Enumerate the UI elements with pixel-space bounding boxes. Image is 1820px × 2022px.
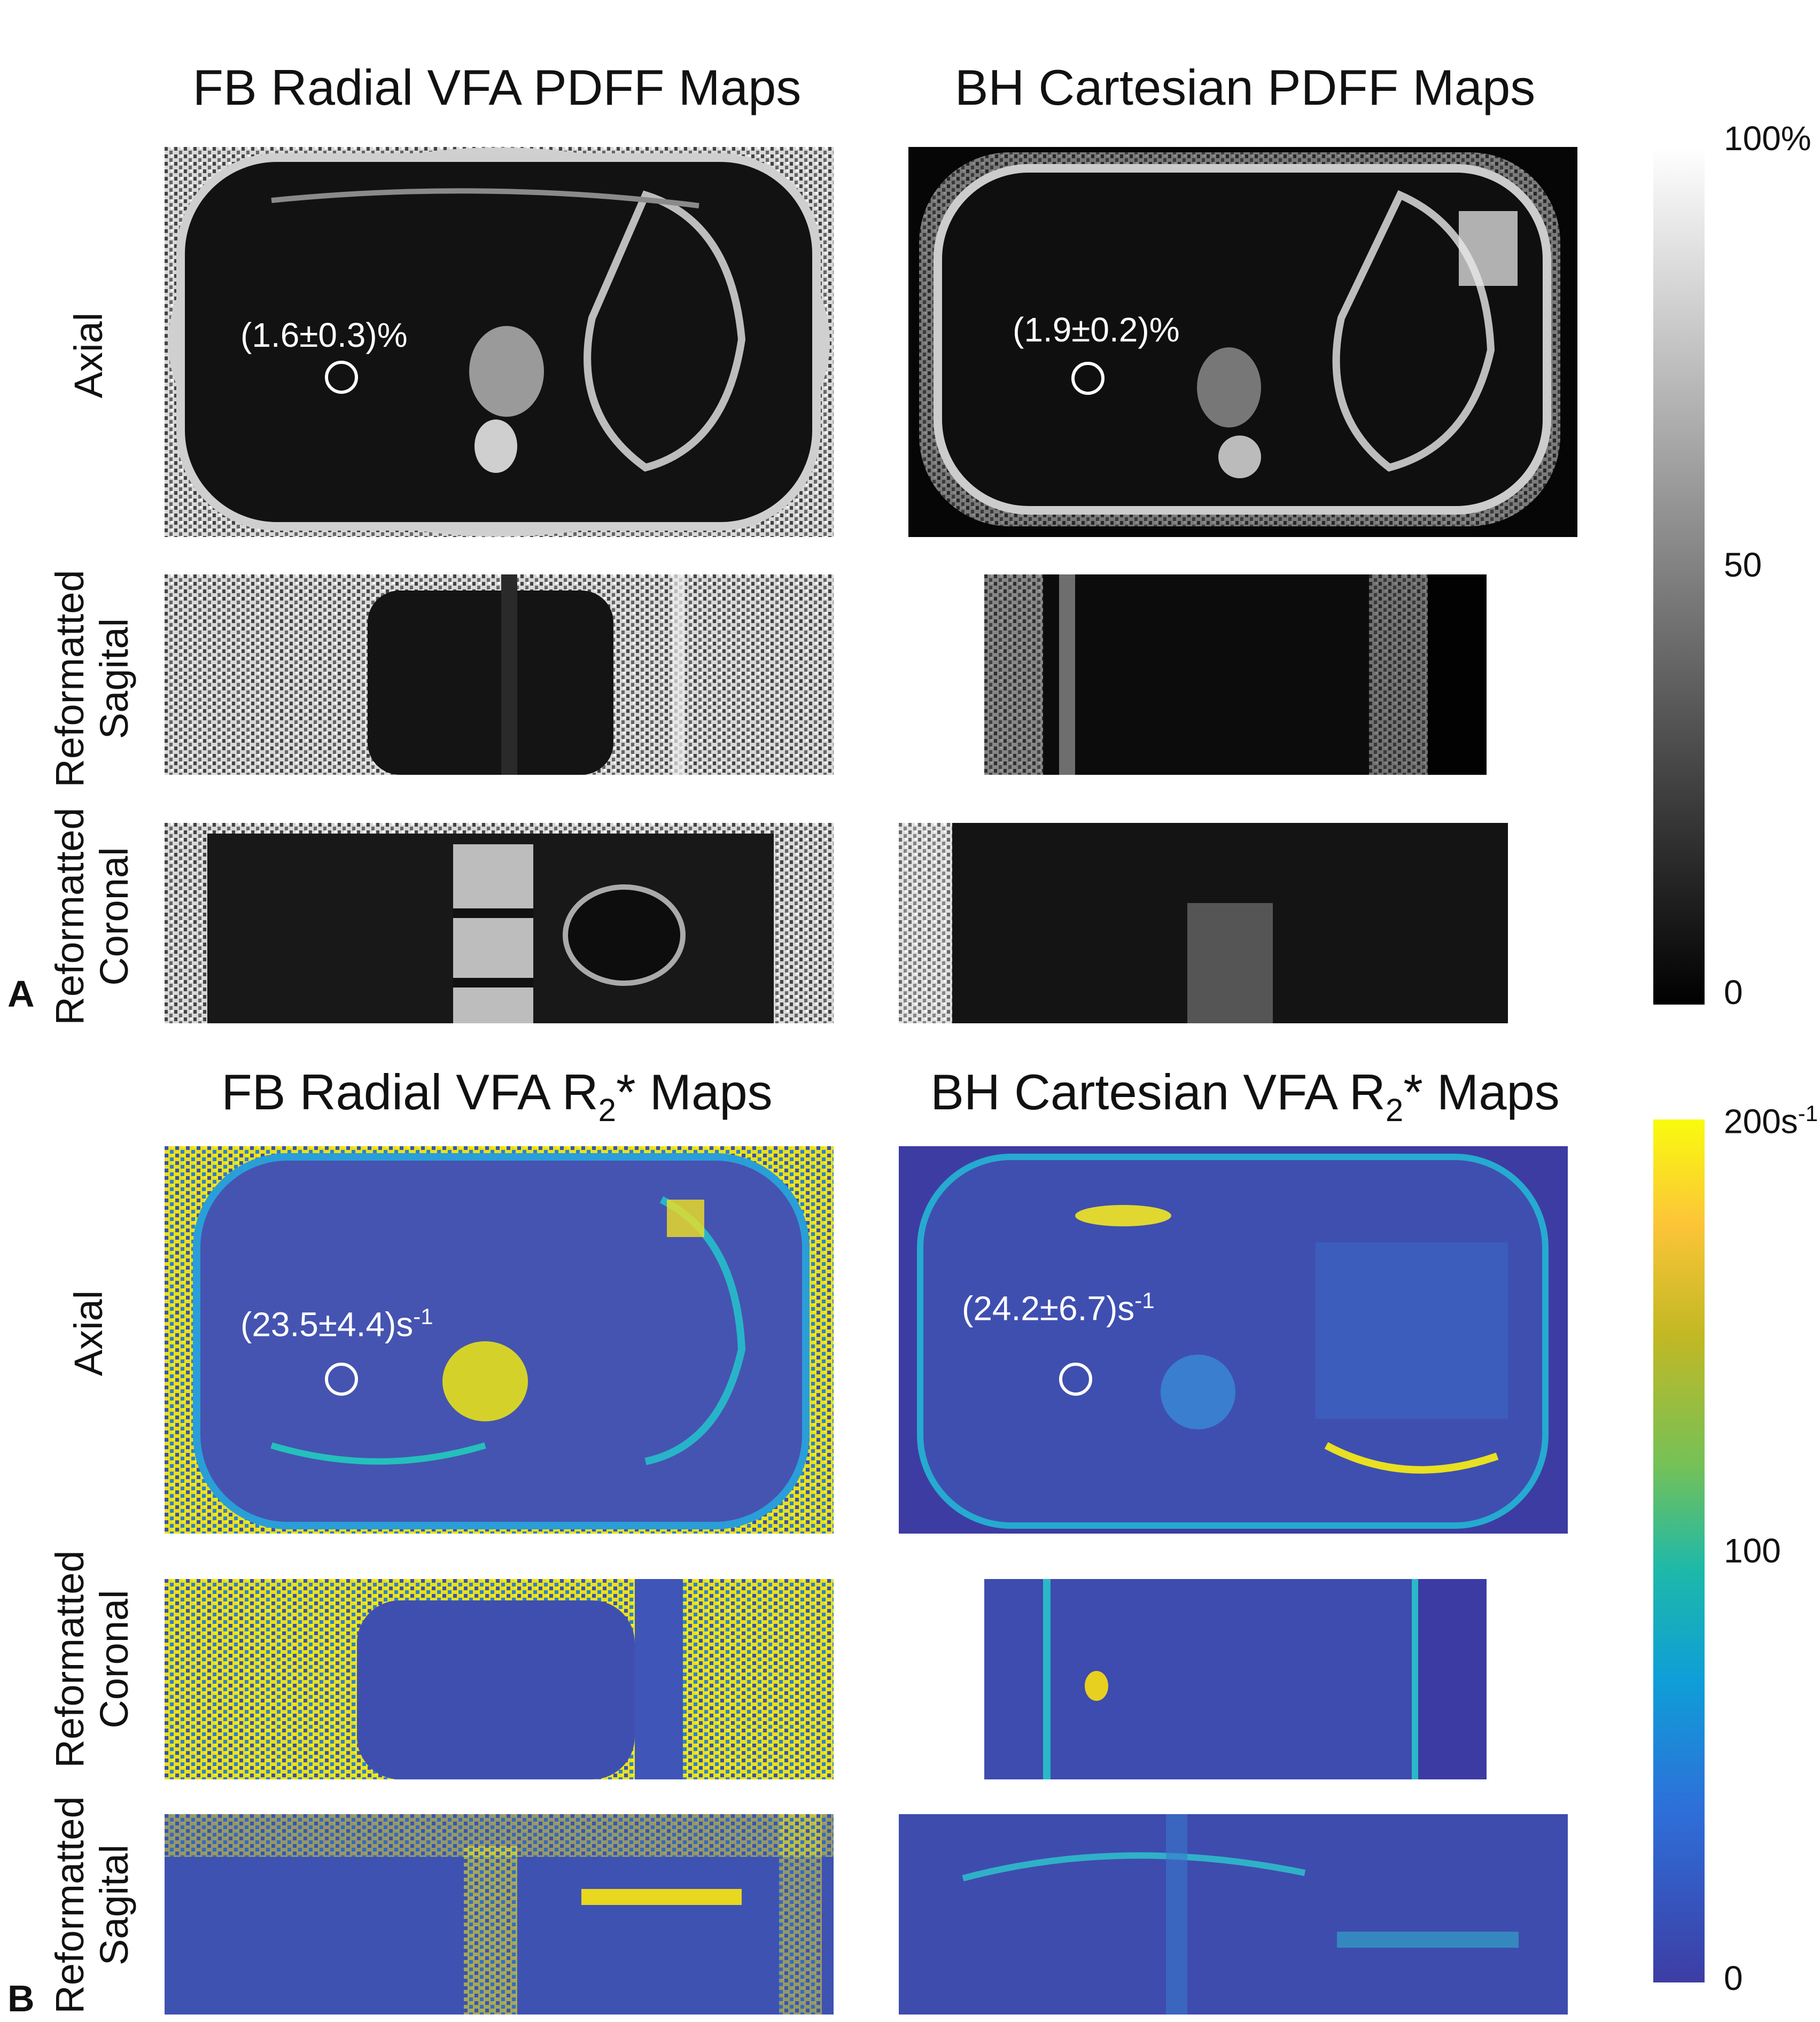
r2-cartesian-coronal-image (984, 1579, 1487, 1779)
r2-cartesian-sagittal-image (899, 1814, 1568, 2015)
r2-colorbar-top-tick: 200s-1 (1724, 1101, 1818, 1141)
panel-b-letter: B (7, 1978, 35, 2019)
panel-b-col1-title: FB Radial VFA R2* Maps (221, 1064, 773, 1128)
panel-a-col2-title: BH Cartesian PDFF Maps (954, 59, 1536, 115)
pdff-radial-roi-circle (325, 361, 358, 394)
panel-a-row3-label: Reformatted Coronal (48, 807, 136, 1025)
pdff-colorbar-top-tick: 100% (1724, 119, 1811, 158)
r2-cartesian-axial-image (899, 1146, 1568, 1534)
pdff-cartesian-sagittal-image (984, 574, 1487, 775)
panel-a-row1-label: Axial (66, 312, 111, 399)
panel-b-col2-title: BH Cartesian VFA R2* Maps (930, 1064, 1560, 1128)
r2-radial-sagittal-image (165, 1814, 834, 2015)
pdff-cartesian-axial-image (908, 147, 1577, 537)
panel-b-row2-label: Reformatted Coronal (48, 1550, 136, 1768)
pdff-cartesian-coronal-image (899, 823, 1568, 1023)
panel-b-row3-label: Reformatted Sagital (48, 1796, 136, 2014)
pdff-radial-axial-image (165, 147, 834, 537)
r2-colorbar-bottom-tick: 0 (1724, 1959, 1743, 1997)
pdff-cartesian-roi-value: (1.9±0.2)% (1013, 310, 1180, 349)
pdff-colorbar-bottom-tick: 0 (1724, 973, 1743, 1012)
pdff-colorbar (1653, 147, 1705, 1005)
pdff-radial-roi-value: (1.6±0.3)% (240, 316, 408, 354)
panel-a-row2-label: Reformatted Sagital (48, 570, 136, 788)
pdff-radial-sagittal-image (165, 574, 834, 775)
pdff-radial-coronal-image (165, 823, 834, 1023)
r2-cartesian-roi-value: (24.2±6.7)s-1 (962, 1288, 1155, 1328)
pdff-colorbar-mid-tick: 50 (1724, 546, 1762, 584)
r2-radial-roi-circle (325, 1363, 358, 1396)
panel-a-letter: A (7, 973, 35, 1015)
r2-colorbar-mid-tick: 100 (1724, 1531, 1781, 1570)
r2-radial-roi-value: (23.5±4.4)s-1 (240, 1304, 433, 1344)
r2-colorbar (1653, 1119, 1705, 1982)
panel-b-row1-label: Axial (66, 1290, 111, 1376)
panel-a-col1-title: FB Radial VFA PDFF Maps (192, 59, 802, 115)
r2-cartesian-roi-circle (1059, 1363, 1092, 1396)
r2-radial-coronal-image (165, 1579, 834, 1779)
pdff-cartesian-roi-circle (1071, 362, 1105, 395)
r2-radial-axial-image (165, 1146, 834, 1534)
